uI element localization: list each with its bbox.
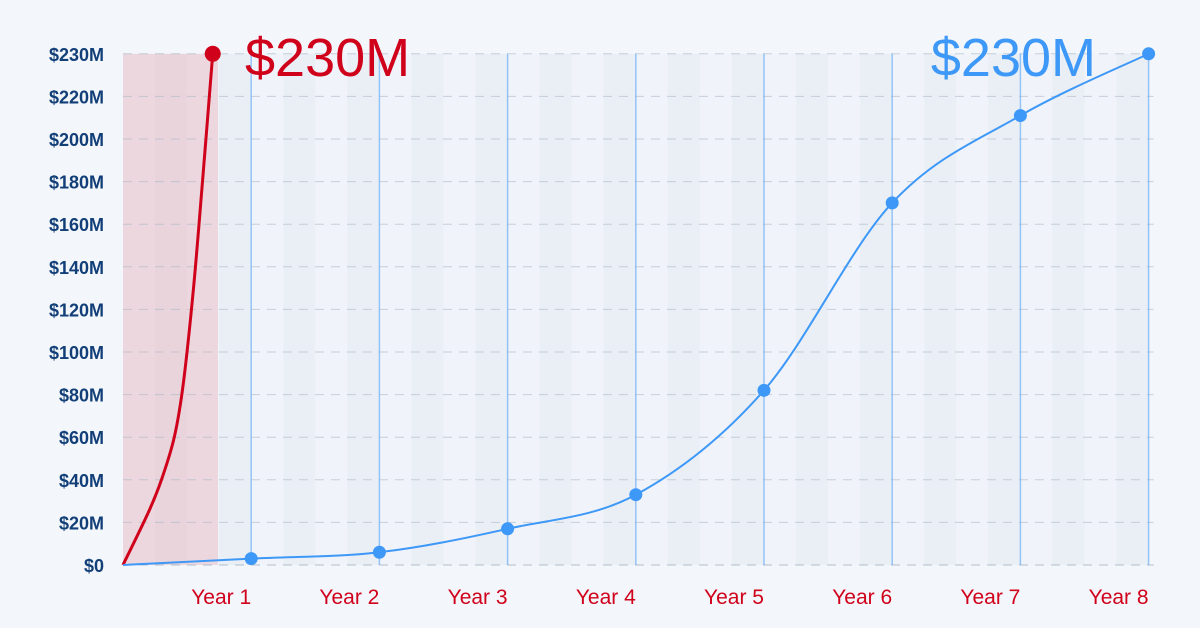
blue-series-point bbox=[372, 545, 386, 559]
series bbox=[121, 45, 1156, 566]
y-tick-label: $200M bbox=[49, 130, 104, 150]
red-series-point bbox=[204, 45, 221, 62]
y-tick-label: $180M bbox=[49, 173, 104, 193]
y-tick-label: $120M bbox=[49, 300, 104, 320]
blue-series-line bbox=[122, 52, 1150, 566]
x-tick-label: Year 2 bbox=[319, 586, 379, 609]
blue-series-point bbox=[629, 488, 643, 502]
red-series-end-label: $230M bbox=[245, 28, 410, 88]
y-tick-label: $0 bbox=[84, 556, 104, 576]
x-axis: Year 1 Year 2 Year 3 Year 4 Year 5 Year 6 Year… bbox=[191, 586, 1148, 609]
y-tick-label: $220M bbox=[49, 87, 104, 107]
red-series-line bbox=[121, 53, 215, 566]
y-tick-label: $230M bbox=[49, 45, 104, 65]
x-tick-label: Year 8 bbox=[1089, 586, 1149, 609]
y-tick-label: $20M bbox=[59, 513, 104, 533]
y-tick-label: $40M bbox=[59, 471, 104, 491]
y-tick-label: $80M bbox=[59, 386, 104, 406]
blue-series-point bbox=[1142, 47, 1156, 61]
y-tick-label: $100M bbox=[49, 343, 104, 363]
x-tick-label: Year 6 bbox=[832, 586, 892, 609]
y-tick-label: $140M bbox=[49, 258, 104, 278]
x-tick-label: Year 7 bbox=[960, 586, 1020, 609]
blue-series-point bbox=[244, 552, 258, 566]
blue-series-point bbox=[501, 522, 515, 536]
x-tick-label: Year 5 bbox=[704, 586, 764, 609]
red-highlight-region bbox=[123, 53, 218, 566]
blue-series-end-label: $230M bbox=[931, 28, 1096, 88]
gridlines bbox=[123, 53, 1154, 566]
y-tick-label: $160M bbox=[49, 215, 104, 235]
x-tick-label: Year 1 bbox=[191, 586, 251, 609]
x-tick-label: Year 4 bbox=[576, 586, 636, 609]
y-axis: $0 $20M $40M $60M $80M $100M $120M $140M $160M $1… bbox=[49, 45, 104, 576]
x-tick-label: Year 3 bbox=[448, 586, 508, 609]
blue-series-point bbox=[1013, 109, 1027, 123]
y-tick-label: $60M bbox=[59, 428, 104, 448]
blue-series-point bbox=[757, 383, 771, 397]
blue-series-point bbox=[885, 196, 899, 210]
